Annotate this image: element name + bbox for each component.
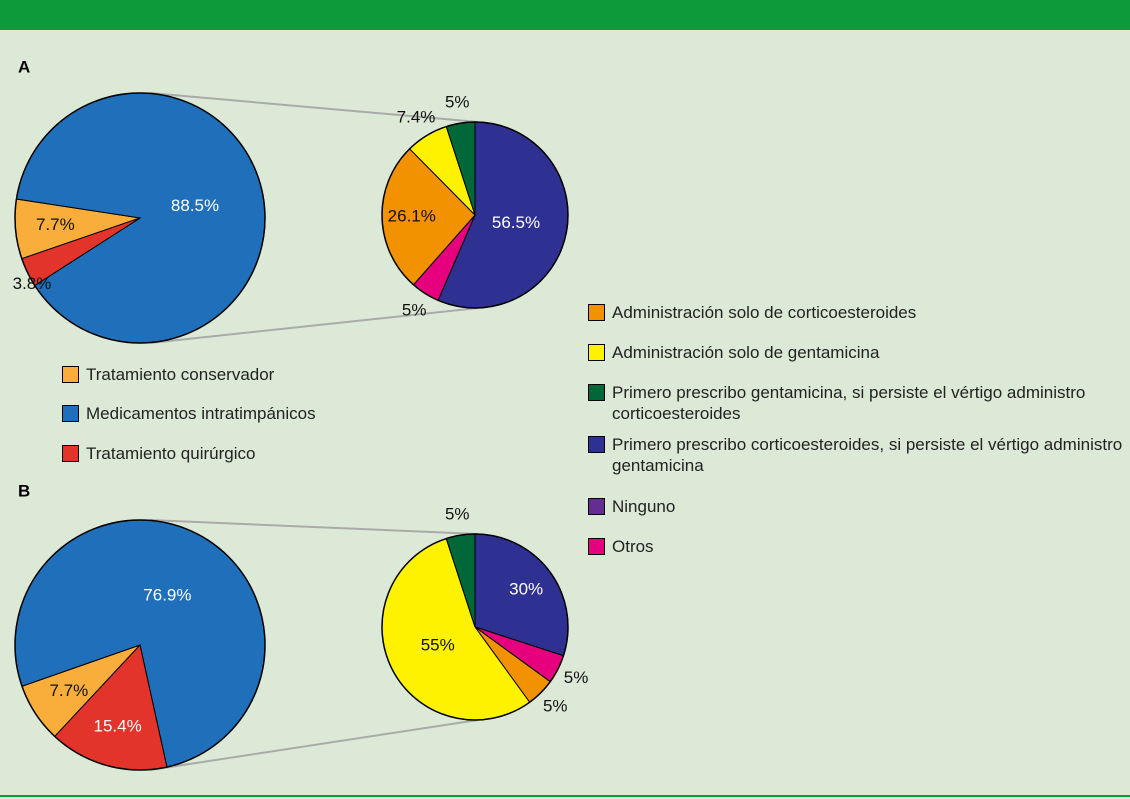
top-bar [0, 0, 1130, 30]
value-label: 26.1% [388, 206, 436, 225]
legend-entry: Primero prescribo gentamicina, si persis… [588, 382, 1130, 424]
value-label: 3.8% [13, 274, 52, 293]
value-label: 7.7% [49, 681, 88, 700]
connector [149, 92, 479, 123]
value-label: 88.5% [171, 196, 219, 215]
panel-label: A [18, 57, 30, 76]
legend-label: Otros [612, 537, 654, 556]
legend-label: Administración solo de corticoesteroides [612, 303, 917, 322]
legend-swatch [588, 436, 605, 453]
value-label: 5% [543, 697, 568, 716]
legend-entry: Tratamiento conservador [62, 364, 422, 385]
pie-outline [381, 121, 569, 309]
legend-entry: Ninguno [588, 496, 1130, 517]
value-label: 5% [445, 504, 470, 523]
legend-label: Primero prescribo corticoesteroides, si … [612, 435, 1123, 475]
legend-swatch [62, 366, 79, 383]
value-label: 56.5% [492, 213, 540, 232]
connector [149, 719, 479, 771]
value-label: 7.7% [36, 215, 75, 234]
legend-swatch [588, 304, 605, 321]
value-label: 5% [402, 300, 427, 319]
pie-outline [381, 533, 569, 721]
legend-label: Medicamentos intratimpánicos [86, 404, 316, 423]
legend-label: Tratamiento conservador [86, 365, 275, 384]
bottom-rule [0, 795, 1130, 797]
legend-swatch [588, 384, 605, 401]
legend-entry: Medicamentos intratimpánicos [62, 403, 422, 424]
legend-swatch [588, 344, 605, 361]
legend-swatch [588, 538, 605, 555]
legend-entry: Tratamiento quirúrgico [62, 443, 422, 464]
value-label: 30% [509, 579, 543, 598]
connector [149, 519, 479, 535]
value-label: 5% [445, 92, 470, 111]
value-label: 7.4% [397, 108, 436, 127]
legend-label: Primero prescribo gentamicina, si persis… [612, 383, 1086, 423]
legend-swatch [62, 405, 79, 422]
value-label: 76.9% [143, 585, 191, 604]
connector [149, 307, 479, 344]
legend-entry: Administración solo de corticoesteroides [588, 302, 1130, 323]
legend-entry: Otros [588, 536, 1130, 557]
legend-label: Administración solo de gentamicina [612, 343, 880, 362]
value-label: 55% [421, 635, 455, 654]
legend-entry: Primero prescribo corticoesteroides, si … [588, 434, 1130, 476]
legend-entry: Administración solo de gentamicina [588, 342, 1130, 363]
value-label: 5% [564, 668, 589, 687]
legend-swatch [588, 498, 605, 515]
pie-outline [14, 92, 266, 344]
legend-swatch [62, 445, 79, 462]
pie-outline [14, 519, 266, 771]
value-label: 15.4% [93, 716, 141, 735]
panel-label: B [18, 481, 30, 500]
legend-label: Ninguno [612, 497, 676, 516]
legend-label: Tratamiento quirúrgico [86, 444, 256, 463]
